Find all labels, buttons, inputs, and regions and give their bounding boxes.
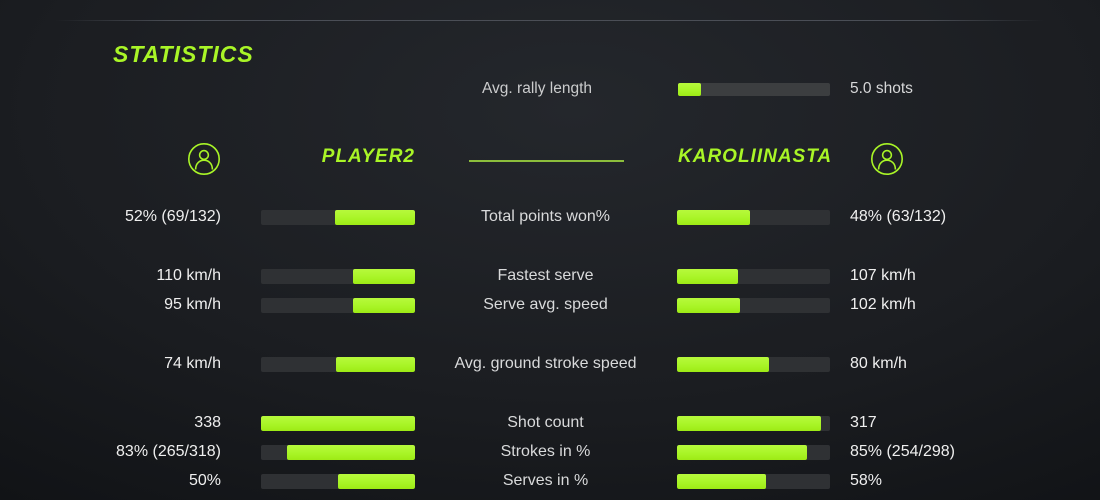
right-value: 80 km/h (850, 355, 907, 372)
stat-label: Serve avg. speed (483, 296, 608, 313)
bar-fill (677, 357, 769, 372)
bar-fill (678, 83, 701, 96)
stat-label: Fastest serve (497, 267, 594, 284)
avg-rally-row: Avg. rally length 5.0 shots (0, 79, 1100, 101)
page-title: STATISTICS (113, 41, 254, 67)
stat-label: Serves in % (502, 472, 589, 489)
left-bar (261, 210, 415, 225)
stat-label: Avg. ground stroke speed (454, 355, 637, 372)
avg-rally-bar (678, 83, 830, 96)
stat-row: 95 km/h Serve avg. speed 102 km/h (0, 295, 1100, 317)
avg-rally-value: 5.0 shots (850, 80, 913, 97)
person-icon (870, 142, 904, 176)
stat-row: 338 Shot count 317 (0, 413, 1100, 435)
right-bar (677, 445, 830, 460)
right-bar (677, 269, 830, 284)
left-bar (261, 357, 415, 372)
right-bar (677, 210, 830, 225)
right-bar (677, 357, 830, 372)
stat-row: 74 km/h Avg. ground stroke speed 80 km/h (0, 354, 1100, 376)
stat-label: Total points won% (481, 208, 610, 225)
stat-row: 52% (69/132) Total points won% 48% (63/1… (0, 207, 1100, 229)
stat-row: 83% (265/318) Strokes in % 85% (254/298) (0, 442, 1100, 464)
left-value: 74 km/h (164, 355, 221, 372)
bar-fill (338, 474, 415, 489)
right-value: 317 (850, 414, 877, 431)
right-bar (677, 298, 830, 313)
person-icon (187, 142, 221, 176)
right-value: 102 km/h (850, 296, 916, 313)
left-bar (261, 474, 415, 489)
bar-fill (334, 210, 415, 225)
bar-fill (287, 445, 415, 460)
players-header: PLAYER2 KAROLIINASTA (0, 140, 1100, 178)
player-left-name: PLAYER2 (321, 146, 415, 167)
bar-fill (677, 298, 740, 313)
stat-label: Shot count (507, 414, 584, 431)
left-value: 95 km/h (164, 296, 221, 313)
right-bar (677, 474, 830, 489)
center-divider (469, 160, 624, 162)
right-value: 48% (63/132) (850, 208, 947, 225)
stat-row: 110 km/h Fastest serve 107 km/h (0, 266, 1100, 288)
left-value: 50% (188, 472, 221, 489)
stat-row: 50% Serves in % 58% (0, 471, 1100, 493)
right-bar (677, 416, 830, 431)
right-value: 58% (850, 472, 883, 489)
bar-fill (677, 210, 751, 225)
left-value: 83% (265/318) (116, 443, 221, 460)
top-divider (55, 20, 1045, 21)
stat-label: Strokes in % (500, 443, 591, 460)
player-right-name: KAROLIINASTA (678, 146, 833, 167)
right-value: 107 km/h (850, 267, 916, 284)
left-value: 52% (69/132) (124, 208, 221, 225)
left-bar (261, 298, 415, 313)
left-bar (261, 445, 415, 460)
bar-fill (677, 269, 739, 284)
left-value: 338 (194, 414, 221, 431)
avg-rally-label: Avg. rally length (482, 80, 592, 97)
left-value: 110 km/h (156, 267, 221, 284)
bar-fill (353, 269, 415, 284)
bar-fill (677, 474, 766, 489)
bar-fill (677, 416, 821, 431)
bar-fill (261, 416, 415, 431)
left-bar (261, 269, 415, 284)
bar-fill (353, 298, 415, 313)
bar-fill (336, 357, 415, 372)
left-bar (261, 416, 415, 431)
bar-fill (677, 445, 808, 460)
right-value: 85% (254/298) (850, 443, 955, 460)
